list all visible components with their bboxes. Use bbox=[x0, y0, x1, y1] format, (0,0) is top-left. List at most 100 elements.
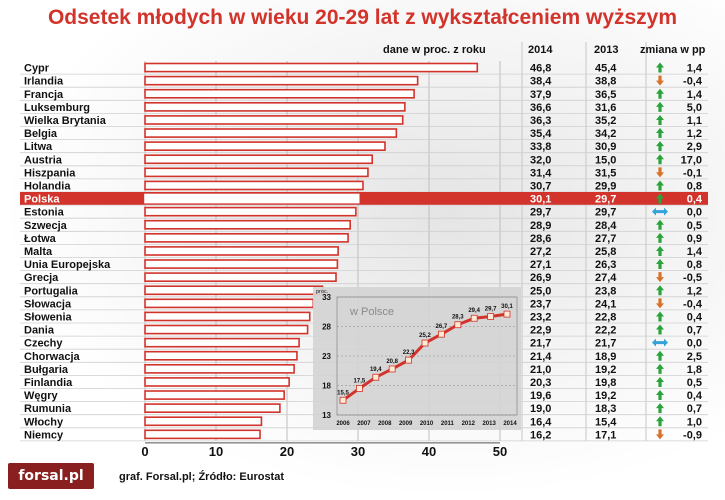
inset-data-label: 25,2 bbox=[419, 333, 431, 339]
country-label: Włochy bbox=[24, 416, 64, 428]
country-label: Unia Europejska bbox=[24, 259, 111, 271]
arrow-up-icon bbox=[656, 101, 664, 112]
arrow-down-icon bbox=[656, 429, 664, 440]
inset-unit-label: proc. bbox=[316, 289, 329, 295]
change-value: 0,9 bbox=[687, 233, 702, 245]
arrow-down-icon bbox=[656, 167, 664, 178]
change-value: -0,1 bbox=[683, 167, 702, 179]
inset-data-label: 28,3 bbox=[452, 315, 464, 321]
country-label: Łotwa bbox=[24, 233, 57, 245]
value-2013: 24,1 bbox=[595, 298, 616, 310]
column-header-2013: 2013 bbox=[594, 44, 619, 56]
source-credit: graf. Forsal.pl; Źródło: Eurostat bbox=[119, 471, 285, 483]
bar bbox=[144, 298, 315, 309]
arrow-up-icon bbox=[656, 62, 664, 73]
country-label: Malta bbox=[24, 246, 53, 258]
arrow-both-icon bbox=[652, 338, 668, 347]
arrow-up-icon bbox=[656, 324, 664, 335]
arrow-up-icon bbox=[656, 232, 664, 243]
x-tick-label: 30 bbox=[351, 444, 365, 459]
inset-data-label: 26,7 bbox=[436, 324, 448, 330]
bar bbox=[144, 363, 295, 374]
country-label: Luksemburg bbox=[24, 102, 90, 114]
value-2014: 27,2 bbox=[530, 246, 551, 258]
change-value: -0,4 bbox=[683, 298, 703, 310]
bar bbox=[144, 102, 406, 112]
value-2014: 23,7 bbox=[530, 298, 551, 310]
bar bbox=[144, 416, 263, 427]
arrow-up-icon bbox=[656, 403, 664, 414]
arrow-up-icon bbox=[656, 285, 664, 296]
country-label: Dania bbox=[24, 325, 55, 337]
value-2014: 16,2 bbox=[530, 429, 551, 441]
arrow-up-icon bbox=[656, 416, 664, 427]
arrow-up-icon bbox=[656, 180, 664, 191]
change-value: 1,2 bbox=[687, 128, 702, 140]
column-header-2014: 2014 bbox=[528, 44, 553, 56]
inset-y-tick-label: 33 bbox=[322, 293, 331, 302]
inset-point bbox=[487, 313, 495, 320]
inset-y-tick-label: 23 bbox=[322, 352, 331, 361]
value-2014: 28,9 bbox=[530, 220, 551, 232]
arrow-up-icon bbox=[656, 193, 664, 204]
inset-data-label: 22,3 bbox=[403, 350, 415, 356]
country-label: Francja bbox=[24, 89, 64, 101]
change-value: 1,8 bbox=[687, 364, 702, 376]
arrow-up-icon bbox=[656, 219, 664, 230]
inset-x-tick-label: 2008 bbox=[378, 421, 392, 427]
arrow-up-icon bbox=[656, 376, 664, 387]
inset-x-tick-label: 2010 bbox=[420, 421, 434, 427]
value-2014: 19,0 bbox=[530, 403, 551, 415]
inset-x-tick-label: 2012 bbox=[462, 421, 476, 427]
inset-point bbox=[437, 330, 445, 338]
arrow-up-icon bbox=[656, 128, 664, 139]
arrow-up-icon bbox=[656, 311, 664, 322]
value-2013: 19,8 bbox=[595, 377, 616, 389]
inset-y-tick-label: 13 bbox=[322, 411, 331, 420]
arrow-up-icon bbox=[656, 88, 664, 99]
inset-panel bbox=[313, 287, 521, 430]
arrow-up-icon bbox=[656, 259, 664, 270]
country-label: Polska bbox=[24, 194, 60, 206]
value-2014: 30,1 bbox=[530, 194, 551, 206]
change-value: 1,2 bbox=[687, 285, 702, 297]
x-tick-label: 20 bbox=[280, 444, 294, 459]
value-2014: 30,7 bbox=[530, 180, 551, 192]
inset-data-label: 15,5 bbox=[337, 390, 349, 396]
value-2013: 34,2 bbox=[595, 128, 616, 140]
bar bbox=[144, 259, 339, 269]
country-label: Czechy bbox=[24, 338, 63, 350]
bar bbox=[144, 311, 311, 322]
bar bbox=[144, 167, 369, 178]
bar bbox=[144, 180, 364, 191]
bar bbox=[144, 219, 351, 230]
country-label: Niemcy bbox=[24, 429, 64, 441]
change-value: 0,4 bbox=[687, 194, 703, 206]
inset-x-tick-label: 2009 bbox=[399, 421, 413, 427]
change-value: 17,0 bbox=[681, 154, 702, 166]
units-note: dane w proc. z roku bbox=[383, 44, 486, 56]
value-2013: 15,0 bbox=[595, 154, 616, 166]
change-value: 1,4 bbox=[687, 63, 703, 75]
value-2014: 25,0 bbox=[530, 285, 551, 297]
country-label: Węgry bbox=[24, 390, 59, 402]
value-2014: 23,2 bbox=[530, 311, 551, 323]
bar bbox=[144, 154, 373, 165]
change-value: -0,9 bbox=[683, 429, 702, 441]
inset-x-tick-label: 2007 bbox=[357, 421, 371, 427]
value-2014: 26,9 bbox=[530, 272, 551, 284]
country-label: Wielka Brytania bbox=[24, 115, 107, 127]
country-label: Austria bbox=[24, 154, 63, 166]
arrow-up-icon bbox=[656, 390, 664, 401]
bar bbox=[144, 337, 300, 348]
inset-point bbox=[388, 365, 396, 373]
change-value: 2,5 bbox=[687, 351, 702, 363]
value-2013: 29,9 bbox=[595, 180, 616, 192]
country-label: Holandia bbox=[24, 180, 71, 192]
inset-data-label: 30,1 bbox=[501, 304, 513, 310]
arrow-up-icon bbox=[656, 363, 664, 374]
arrow-up-icon bbox=[656, 350, 664, 361]
x-tick-label: 40 bbox=[422, 444, 436, 459]
bar bbox=[144, 115, 404, 125]
value-2014: 16,4 bbox=[530, 416, 552, 428]
